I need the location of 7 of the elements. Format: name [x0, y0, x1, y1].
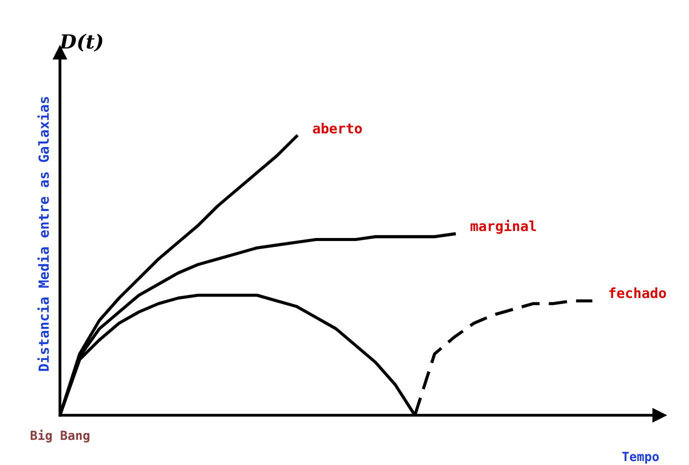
text: D(t) [59, 34, 102, 52]
series-label: marginal [470, 220, 536, 234]
series-label: aberto [312, 122, 362, 134]
y-axis-title: Distancia Media entre as Galaxias [37, 97, 49, 371]
series-label: fechado [609, 287, 666, 298]
x-axis-title: Tempo [622, 452, 659, 464]
text: Big Bang [30, 430, 90, 442]
